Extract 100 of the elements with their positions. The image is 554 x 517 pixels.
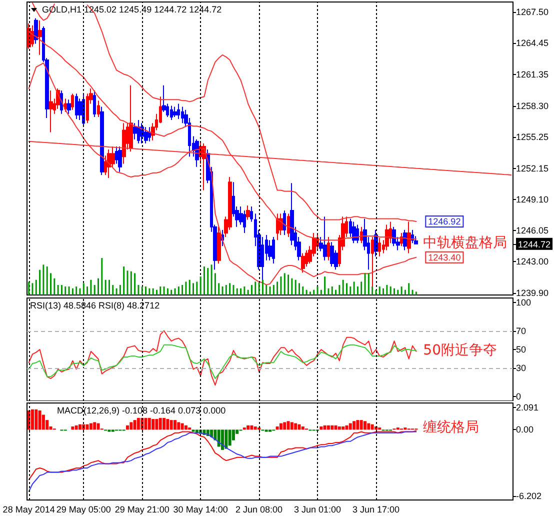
candlestick <box>129 84 133 152</box>
candlestick <box>75 93 78 120</box>
bar <box>148 418 151 430</box>
bar <box>246 425 250 430</box>
y-tick-label: 1261.35 <box>516 70 549 80</box>
bar <box>364 421 367 430</box>
bar <box>276 426 279 430</box>
y-tick-label: 1252.15 <box>516 163 549 174</box>
y-tick-label: 1246.05 <box>516 225 549 236</box>
candlestick <box>137 120 140 144</box>
candlestick <box>287 213 290 238</box>
candlestick <box>400 232 403 247</box>
bar <box>126 425 129 430</box>
bar <box>298 424 301 430</box>
bar <box>86 424 89 430</box>
candlestick <box>100 106 104 176</box>
candlestick <box>144 126 148 144</box>
candlestick <box>38 20 42 56</box>
y-tick-label: 1258.30 <box>516 100 549 111</box>
bar <box>38 410 42 430</box>
candlestick <box>148 126 151 142</box>
bar <box>136 418 140 430</box>
y-tick-label: 50 <box>516 344 526 354</box>
candlestick <box>330 242 334 268</box>
bar <box>356 420 360 430</box>
bar <box>283 422 286 430</box>
candlestick <box>31 24 34 48</box>
bar <box>254 426 257 430</box>
data-label: 1246.92 <box>428 216 461 227</box>
candlestick <box>49 90 53 133</box>
candlestick <box>272 236 275 264</box>
x-tick-label: 29 May 05:00 <box>56 504 111 514</box>
candlestick <box>378 238 381 257</box>
candlestick <box>407 221 411 254</box>
data-label: 1243.40 <box>428 252 461 262</box>
bar <box>144 418 148 430</box>
bar <box>166 418 170 430</box>
candlestick <box>250 206 253 222</box>
chart-title: MACD(12,26,9) -0.108 -0.164 0.073 0.000 <box>57 406 226 416</box>
y-tick-label: 0 <box>516 391 522 402</box>
bar <box>133 420 136 430</box>
bar <box>130 422 133 430</box>
candlestick <box>356 224 359 244</box>
y-tick-label: 2.091 <box>516 402 539 412</box>
y-tick-label: 70 <box>516 326 526 336</box>
bar <box>89 423 92 430</box>
candlestick <box>374 229 378 257</box>
y-tick-label: 100 <box>516 298 532 308</box>
candlestick <box>392 226 396 247</box>
annotation: 缠统格局 <box>423 420 480 436</box>
y-tick-label: 1249.10 <box>516 194 549 204</box>
bar <box>323 425 326 430</box>
bar <box>42 414 45 430</box>
candlestick <box>67 99 71 114</box>
bar <box>93 422 96 430</box>
candlestick <box>352 221 356 244</box>
candlestick <box>93 90 96 118</box>
bar <box>74 425 78 430</box>
y-tick-label: 1255.25 <box>516 132 549 142</box>
candlestick <box>327 236 330 261</box>
y-tick-label: 1239.90 <box>516 288 549 298</box>
y-tick-label: -6.202 <box>516 490 542 501</box>
candlestick <box>64 98 67 112</box>
bar <box>370 424 374 430</box>
candlestick <box>97 100 100 118</box>
line-series <box>28 430 417 480</box>
candlestick <box>122 122 126 164</box>
candlestick <box>170 105 173 121</box>
x-tick-label: 3 Jun 17:00 <box>352 504 400 514</box>
candlestick <box>107 149 111 179</box>
candlestick <box>133 122 137 140</box>
candlestick <box>246 204 250 220</box>
bar <box>334 425 338 430</box>
bar <box>345 425 348 430</box>
candlestick <box>323 216 327 261</box>
candlestick <box>71 93 74 110</box>
candlestick <box>385 224 389 251</box>
bar <box>30 409 34 430</box>
bar <box>326 425 330 430</box>
bar <box>338 426 341 430</box>
bar <box>301 426 304 430</box>
bar <box>173 420 176 430</box>
candlestick <box>140 122 144 144</box>
bar <box>71 426 74 430</box>
bar <box>78 424 82 430</box>
bar <box>224 430 228 449</box>
bar <box>228 430 232 446</box>
bar <box>294 423 298 430</box>
bar <box>217 430 220 447</box>
bar <box>155 418 158 430</box>
x-tick-label: 30 May 14:00 <box>173 504 228 514</box>
y-tick-label: 0.00 <box>516 424 534 435</box>
line-series <box>28 344 417 380</box>
y-tick-label: 1243.00 <box>516 256 549 266</box>
bar <box>210 430 214 438</box>
candlestick <box>217 226 221 264</box>
candlestick <box>195 138 199 168</box>
y-tick-label: 1267.50 <box>516 7 549 18</box>
bar <box>96 423 100 430</box>
bar <box>290 422 294 430</box>
